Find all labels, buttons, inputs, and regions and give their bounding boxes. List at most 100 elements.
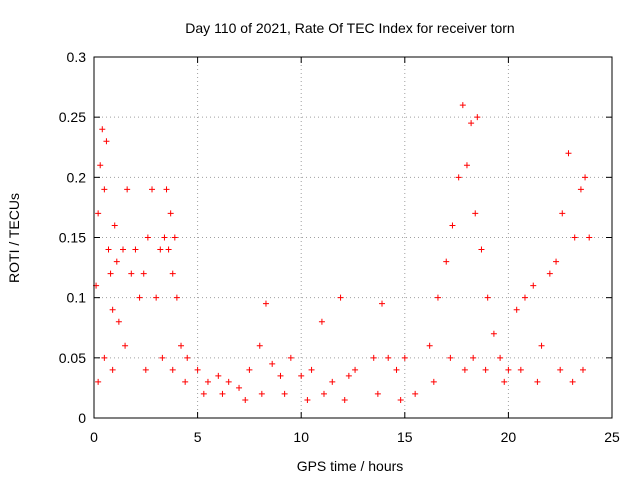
data-point <box>122 342 129 349</box>
data-point <box>200 390 207 397</box>
data-point <box>128 270 135 277</box>
y-axis-label: ROTI / TECUs <box>6 193 22 283</box>
data-point <box>538 342 545 349</box>
data-point <box>569 378 576 385</box>
data-point <box>505 366 512 373</box>
data-point <box>204 378 211 385</box>
data-point <box>474 114 481 121</box>
plot-frame <box>93 56 613 419</box>
data-point <box>124 186 131 193</box>
data-point <box>318 318 325 325</box>
data-point <box>461 366 468 373</box>
data-point <box>169 270 176 277</box>
data-point <box>298 372 305 379</box>
x-tick-label: 25 <box>604 429 620 445</box>
data-point <box>173 294 180 301</box>
y-tick-label: 0.1 <box>67 290 87 306</box>
x-tick-label: 15 <box>397 429 413 445</box>
data-point <box>337 294 344 301</box>
data-point <box>215 372 222 379</box>
data-points <box>93 102 593 403</box>
data-point <box>262 300 269 307</box>
data-point <box>329 378 336 385</box>
data-point <box>165 246 172 253</box>
data-point <box>109 366 116 373</box>
data-point <box>236 384 243 391</box>
data-point <box>256 342 263 349</box>
chart-title: Day 110 of 2021, Rate Of TEC Index for r… <box>185 20 514 36</box>
data-point <box>447 354 454 361</box>
data-point <box>401 354 408 361</box>
y-tick-label: 0 <box>78 410 86 426</box>
data-point <box>582 174 589 181</box>
data-point <box>565 150 572 157</box>
data-point <box>167 210 174 217</box>
data-point <box>287 354 294 361</box>
data-point <box>153 294 160 301</box>
data-point <box>478 246 485 253</box>
data-point <box>242 396 249 403</box>
data-point <box>182 378 189 385</box>
y-tick-label: 0.25 <box>59 109 86 125</box>
data-point <box>219 390 226 397</box>
data-point <box>157 246 164 253</box>
data-point <box>149 186 156 193</box>
data-point <box>304 396 311 403</box>
data-point <box>490 330 497 337</box>
data-point <box>472 210 479 217</box>
data-point <box>430 378 437 385</box>
data-point <box>142 366 149 373</box>
data-point <box>107 270 114 277</box>
data-point <box>258 390 265 397</box>
data-point <box>194 366 201 373</box>
data-point <box>370 354 377 361</box>
data-point <box>443 258 450 265</box>
data-point <box>120 246 127 253</box>
data-point <box>320 390 327 397</box>
axes: 0 5 10 15 20 25 0 0.05 0.1 0.15 0.2 0.25 0.3 <box>59 49 620 445</box>
y-tick-label: 0.3 <box>67 49 87 65</box>
x-axis-label: GPS time / hours <box>297 458 404 474</box>
data-point <box>171 234 178 241</box>
y-tick-label: 0.15 <box>59 230 86 246</box>
data-point <box>517 366 524 373</box>
data-point <box>95 210 102 217</box>
data-point <box>99 126 106 133</box>
data-point <box>434 294 441 301</box>
data-point <box>277 372 284 379</box>
data-point <box>397 396 404 403</box>
data-point <box>559 210 566 217</box>
data-point <box>95 378 102 385</box>
data-point <box>140 270 147 277</box>
data-point <box>513 306 520 313</box>
data-point <box>115 318 122 325</box>
data-point <box>385 354 392 361</box>
data-point <box>109 306 116 313</box>
data-point <box>101 186 108 193</box>
data-point <box>281 390 288 397</box>
data-point <box>144 234 151 241</box>
data-point <box>534 378 541 385</box>
data-point <box>577 186 584 193</box>
data-point <box>546 270 553 277</box>
data-point <box>159 354 166 361</box>
data-point <box>393 366 400 373</box>
y-tick-label: 0.2 <box>67 169 87 185</box>
data-point <box>497 354 504 361</box>
data-point <box>246 366 253 373</box>
data-point <box>136 294 143 301</box>
x-tick-label: 20 <box>501 429 517 445</box>
data-point <box>225 378 232 385</box>
data-point <box>579 366 586 373</box>
data-point <box>178 342 185 349</box>
data-point <box>374 390 381 397</box>
grid-lines <box>94 57 612 418</box>
data-point <box>557 366 564 373</box>
data-point <box>455 174 462 181</box>
x-tick-label: 0 <box>90 429 98 445</box>
data-point <box>111 222 118 229</box>
data-point <box>426 342 433 349</box>
data-point <box>97 162 104 169</box>
data-point <box>468 120 475 127</box>
